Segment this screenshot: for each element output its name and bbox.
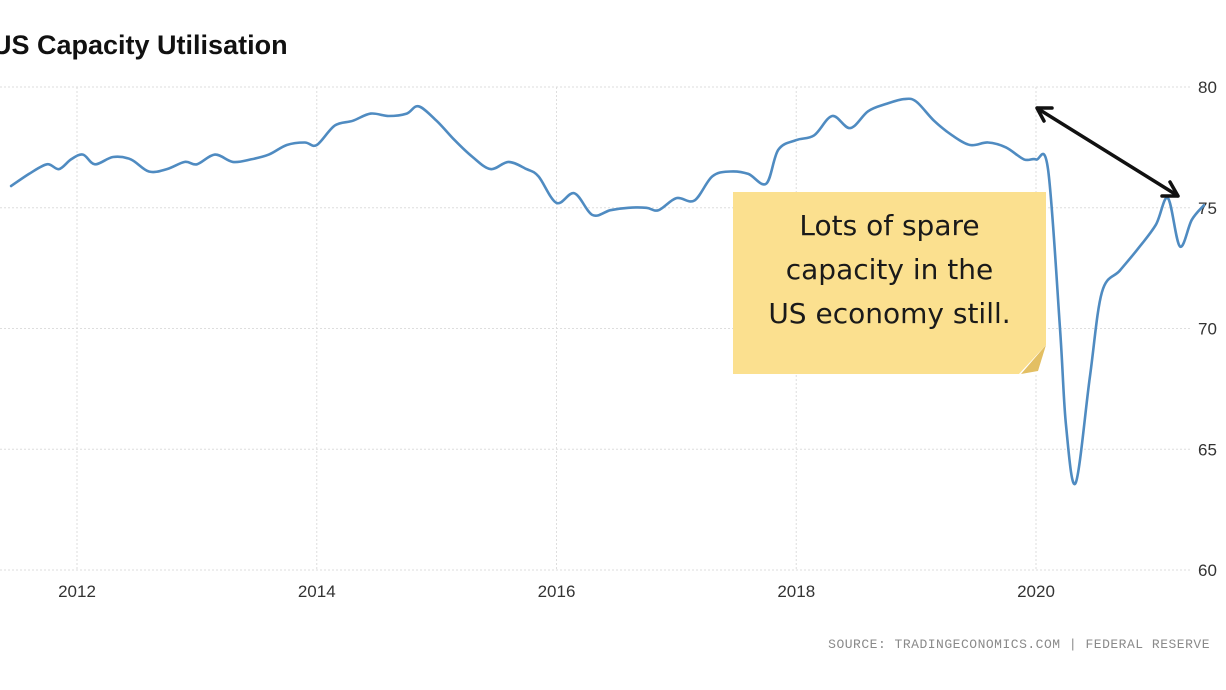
y-tick-label: 65 <box>1198 440 1217 459</box>
x-tick-label: 2012 <box>58 582 96 601</box>
y-tick-label: 70 <box>1198 320 1217 339</box>
chart-title: US Capacity Utilisation <box>0 30 288 60</box>
x-tick-label: 2016 <box>538 582 576 601</box>
annotation-text: Lots of spare capacity in the US economy… <box>768 209 1011 330</box>
sticky-note: Lots of spare capacity in the US economy… <box>733 192 1046 374</box>
y-tick-label: 60 <box>1198 561 1217 580</box>
source-credit: SOURCE: TRADINGECONOMICS.COM | FEDERAL R… <box>828 637 1210 652</box>
y-tick-label: 75 <box>1198 199 1217 218</box>
note-fold-icon <box>1018 345 1046 375</box>
double-arrow-icon <box>1035 106 1180 198</box>
x-tick-label: 2020 <box>1017 582 1055 601</box>
x-tick-label: 2018 <box>777 582 815 601</box>
series-line-capacity-utilisation <box>9 97 1206 486</box>
tick-labels: 60 65 70 75 80 2012 2014 2016 2018 2020 <box>58 78 1217 601</box>
y-tick-label: 80 <box>1198 78 1217 97</box>
x-tick-label: 2014 <box>298 582 336 601</box>
